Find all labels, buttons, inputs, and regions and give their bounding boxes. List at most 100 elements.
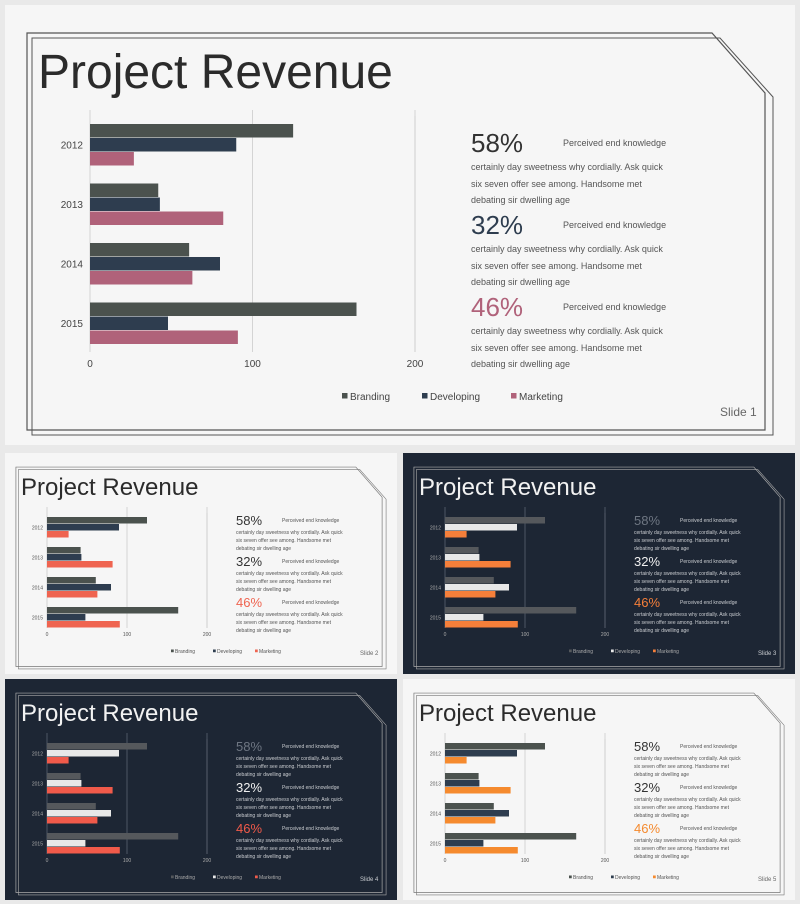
bar-branding-2013 bbox=[90, 183, 159, 197]
y-tick-label: 2015 bbox=[32, 615, 43, 621]
bar-developing-2015 bbox=[445, 614, 484, 621]
y-tick-label: 2014 bbox=[32, 585, 43, 591]
point-body-line: six seven offer see among. Handsome met bbox=[471, 178, 642, 189]
y-tick-label: 2015 bbox=[61, 319, 84, 330]
point-body-line: debating sir dwelling age bbox=[236, 813, 292, 820]
percentage-value: 32% bbox=[471, 210, 524, 240]
point-body-line: debating sir dwelling age bbox=[634, 813, 690, 820]
bar-branding-2015 bbox=[47, 833, 179, 840]
frame-line bbox=[416, 695, 785, 896]
point-body-line: six seven offer see among. Handsome met bbox=[471, 260, 642, 271]
point-body-line: six seven offer see among. Handsome met bbox=[236, 538, 331, 545]
bar-branding-2012 bbox=[445, 517, 545, 524]
y-tick-label: 2015 bbox=[430, 615, 441, 621]
point-lead-text: Perceived end knowledge bbox=[282, 558, 340, 565]
x-tick-label: 200 bbox=[203, 858, 212, 864]
point-body-line: six seven offer see among. Handsome met bbox=[236, 764, 331, 771]
y-tick-label: 2013 bbox=[430, 555, 441, 561]
bar-branding-2015 bbox=[445, 833, 577, 840]
bar-branding-2014 bbox=[90, 243, 190, 257]
percentage-value: 32% bbox=[236, 780, 263, 795]
x-tick-label: 100 bbox=[521, 632, 530, 638]
bar-branding-2012 bbox=[47, 517, 147, 524]
percentage-value: 58% bbox=[634, 513, 661, 528]
bar-developing-2015 bbox=[445, 840, 484, 847]
legend-swatch bbox=[255, 875, 258, 879]
legend-swatch bbox=[653, 875, 656, 879]
bar-developing-2015 bbox=[90, 316, 168, 330]
bar-marketing-2015 bbox=[445, 847, 518, 854]
percentage-value: 46% bbox=[236, 595, 263, 610]
slide-number-label: Slide 5 bbox=[758, 877, 777, 883]
slide-1[interactable]: Project Revenue 0 100 200 2012 2013 2014 2015 B… bbox=[5, 5, 795, 445]
bar-branding-2015 bbox=[445, 607, 577, 614]
point-body-line: six seven offer see among. Handsome met bbox=[236, 805, 331, 812]
bar-marketing-2015 bbox=[47, 621, 120, 628]
slide-4[interactable]: Project Revenue 0 100 200 2012 2013 2014 2015 B… bbox=[5, 679, 397, 900]
point-body-line: debating sir dwelling age bbox=[634, 587, 690, 594]
bar-developing-2013 bbox=[90, 197, 160, 211]
legend-label: Marketing bbox=[657, 875, 679, 881]
bar-marketing-2014 bbox=[445, 591, 496, 598]
legend-label: Branding bbox=[175, 649, 195, 655]
slide-frame bbox=[413, 466, 785, 670]
point-body-line: certainly day sweetness why cordially. A… bbox=[236, 756, 343, 762]
bar-branding-2015 bbox=[90, 302, 357, 316]
percentage-value: 32% bbox=[236, 554, 263, 569]
bar-developing-2012 bbox=[47, 524, 119, 531]
point-lead-text: Perceived end knowledge bbox=[680, 784, 738, 791]
y-tick-label: 2013 bbox=[32, 781, 43, 787]
point-lead-text: Perceived end knowledge bbox=[282, 517, 340, 524]
legend-label: Developing bbox=[430, 392, 480, 403]
legend-swatch bbox=[255, 649, 258, 653]
bar-branding-2013 bbox=[445, 547, 479, 554]
point-body-line: six seven offer see among. Handsome met bbox=[634, 846, 729, 853]
bar-branding-2013 bbox=[47, 547, 81, 554]
legend-swatch bbox=[422, 393, 428, 399]
point-body-line: debating sir dwelling age bbox=[634, 546, 690, 553]
slide-title: Project Revenue bbox=[21, 474, 199, 501]
point-body-line: certainly day sweetness why cordially. A… bbox=[236, 797, 343, 803]
percentage-value: 58% bbox=[236, 739, 263, 754]
point-lead-text: Perceived end knowledge bbox=[282, 599, 340, 606]
slide-frame bbox=[26, 32, 774, 436]
slide-number-label: Slide 1 bbox=[720, 405, 757, 419]
point-body-line: debating sir dwelling age bbox=[471, 195, 571, 205]
legend-label: Marketing bbox=[259, 649, 281, 655]
legend-label: Developing bbox=[615, 649, 640, 655]
y-tick-label: 2012 bbox=[61, 141, 84, 152]
percentage-value: 46% bbox=[471, 292, 524, 322]
slide-2[interactable]: Project Revenue 0 100 200 2012 2013 2014 2015 B… bbox=[5, 453, 397, 674]
bar-branding-2013 bbox=[47, 773, 81, 780]
bar-developing-2013 bbox=[47, 780, 82, 787]
bar-marketing-2013 bbox=[47, 561, 113, 568]
bar-branding-2014 bbox=[47, 577, 96, 584]
slide-number-label: Slide 3 bbox=[758, 651, 777, 657]
point-body-line: certainly day sweetness why cordially. A… bbox=[471, 244, 663, 254]
point-body-line: six seven offer see among. Handsome met bbox=[236, 579, 331, 586]
point-body-line: certainly day sweetness why cordially. A… bbox=[236, 571, 343, 577]
slide-5[interactable]: Project Revenue 0 100 200 2012 2013 2014 2015 B… bbox=[403, 679, 795, 900]
bar-chart: 0 100 200 2012 2013 2014 2015 Branding Developin… bbox=[32, 733, 281, 881]
point-body-line: certainly day sweetness why cordially. A… bbox=[634, 797, 741, 803]
bar-marketing-2015 bbox=[47, 847, 120, 854]
y-tick-label: 2012 bbox=[32, 751, 43, 757]
bar-branding-2014 bbox=[445, 577, 494, 584]
y-tick-label: 2013 bbox=[430, 781, 441, 787]
slide-3[interactable]: Project Revenue 0 100 200 2012 2013 2014 2015 B… bbox=[403, 453, 795, 674]
percentage-value: 58% bbox=[471, 128, 524, 158]
percentage-value: 58% bbox=[236, 513, 263, 528]
bar-developing-2015 bbox=[47, 840, 86, 847]
bar-marketing-2013 bbox=[47, 787, 113, 794]
x-tick-label: 0 bbox=[87, 359, 93, 370]
x-tick-label: 100 bbox=[123, 632, 132, 638]
point-lead-text: Perceived end knowledge bbox=[563, 219, 667, 230]
point-body-line: certainly day sweetness why cordially. A… bbox=[634, 530, 741, 536]
y-tick-label: 2013 bbox=[32, 555, 43, 561]
point-lead-text: Perceived end knowledge bbox=[680, 743, 738, 750]
bar-developing-2012 bbox=[47, 750, 119, 757]
slide-frame bbox=[15, 466, 387, 670]
point-body-line: six seven offer see among. Handsome met bbox=[634, 805, 729, 812]
bar-developing-2014 bbox=[445, 810, 509, 817]
bar-developing-2013 bbox=[445, 780, 480, 787]
